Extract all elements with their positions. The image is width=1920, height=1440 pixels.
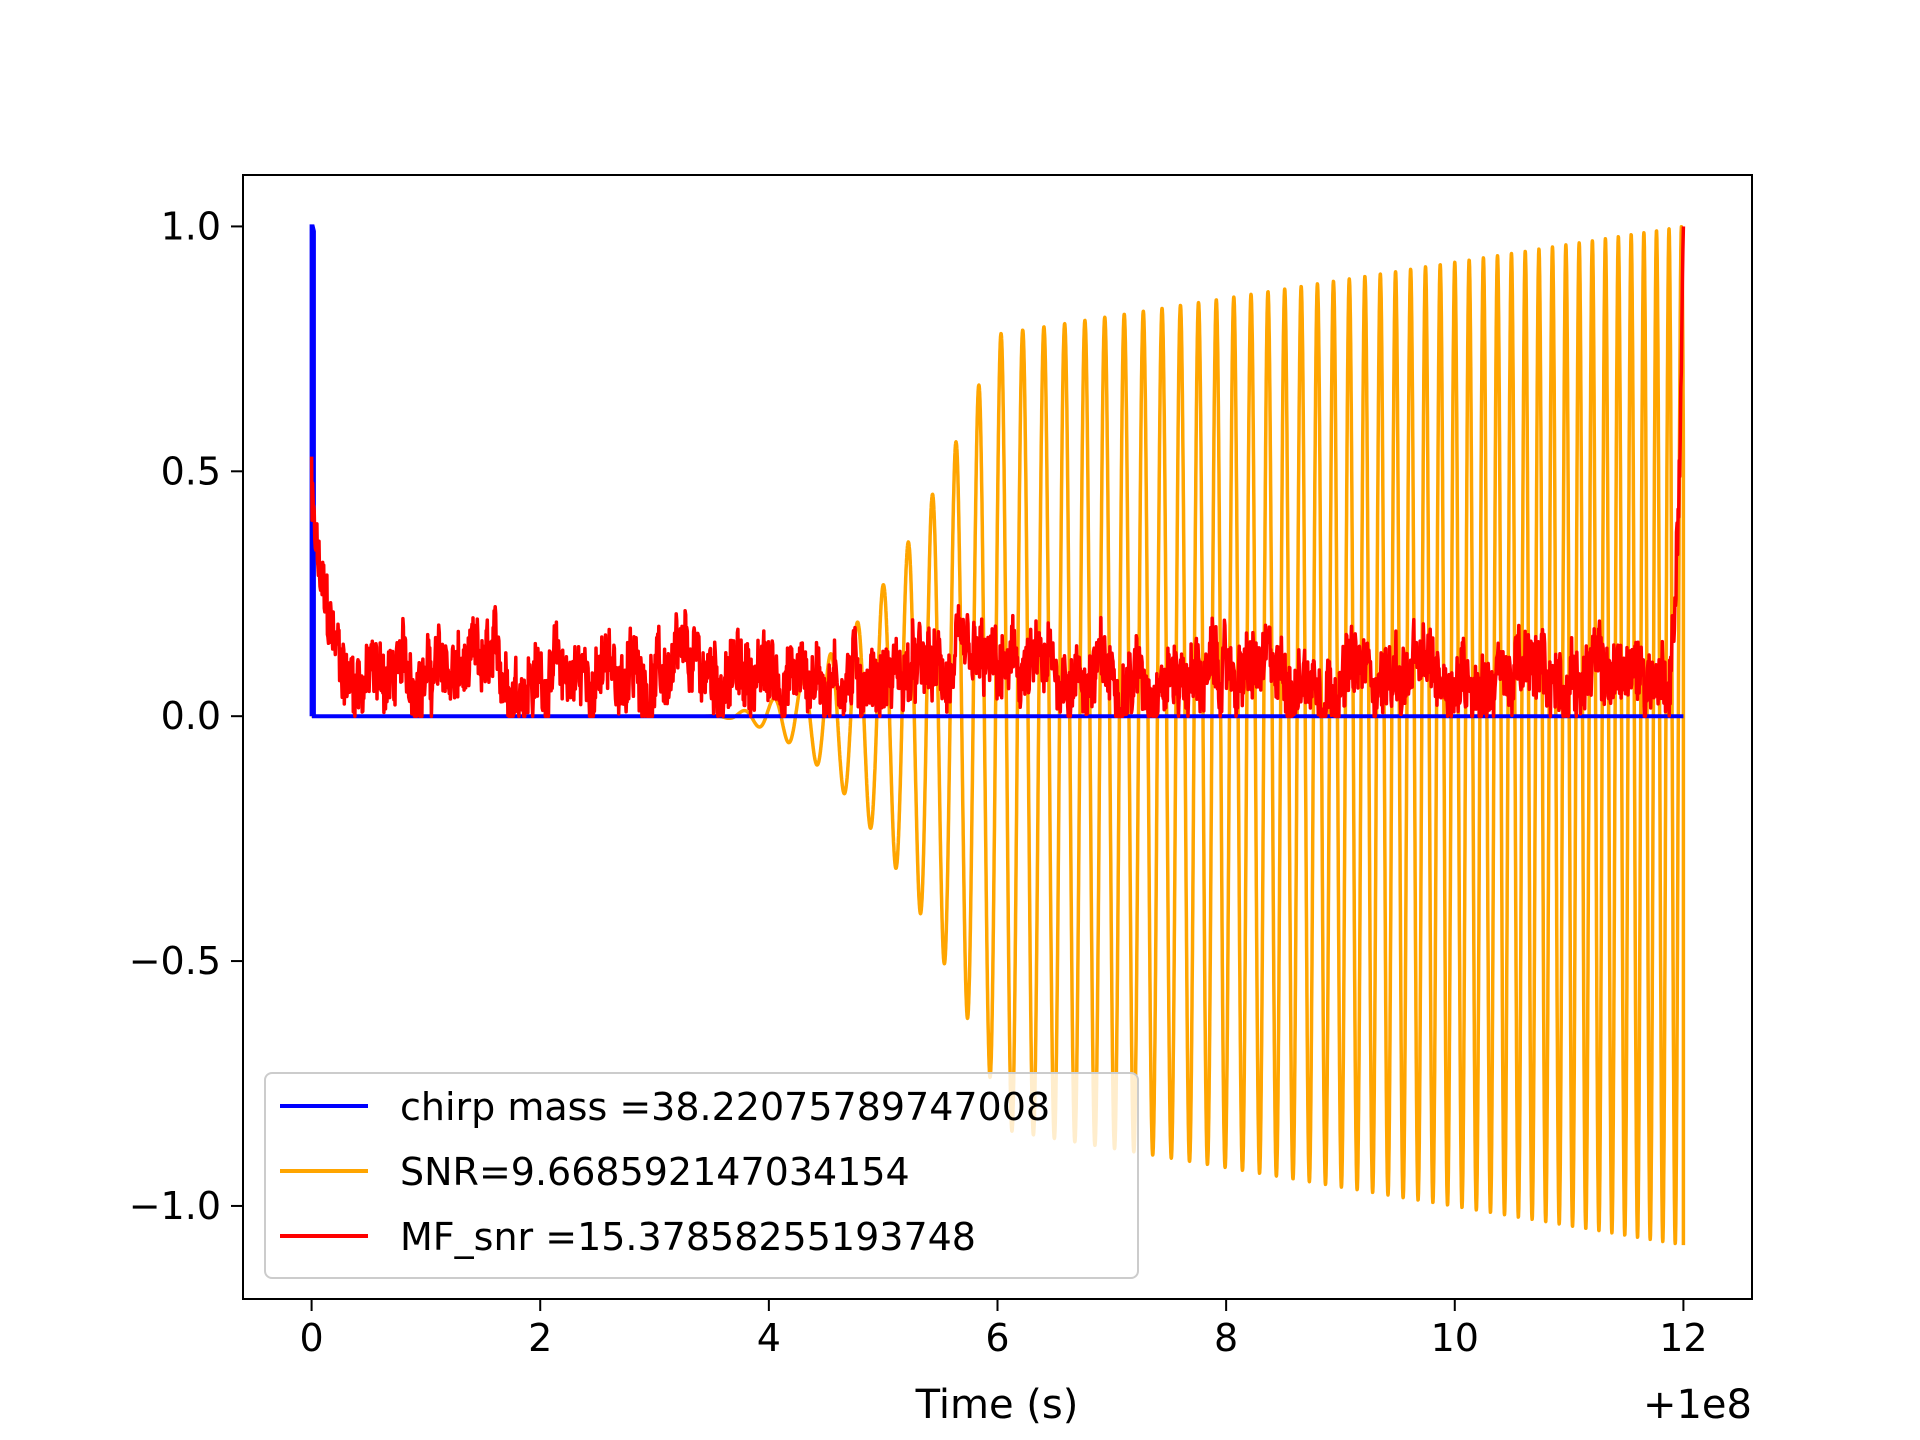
y-tick-label: 0.0 — [161, 694, 221, 738]
legend-box — [264, 1072, 1139, 1279]
x-tick-label: 2 — [528, 1316, 552, 1360]
y-axis: 1.0 0.5 0.0 −0.5 −1.0 — [129, 204, 243, 1228]
x-tick-label: 10 — [1431, 1316, 1479, 1360]
legend-label-mf-snr: MF_snr =15.37858255193748 — [400, 1215, 976, 1259]
y-tick-label: 1.0 — [161, 204, 221, 248]
x-tick-label: 4 — [757, 1316, 781, 1360]
y-tick-label: −0.5 — [129, 939, 221, 983]
plot-area — [309, 224, 1686, 1246]
x-axis: 0 2 4 6 8 10 12 — [299, 1299, 1708, 1360]
legend-label-chirp-mass: chirp mass =38.22075789747008 — [400, 1085, 1050, 1129]
series-line-mf-snr — [309, 226, 1686, 718]
plot-frame — [242, 174, 1753, 1300]
legend-label-snr: SNR=9.668592147034154 — [400, 1150, 910, 1194]
x-tick-label: 0 — [299, 1316, 323, 1360]
series-line-chirp-mass — [309, 224, 1684, 719]
x-axis-label: Time (s) — [915, 1382, 1079, 1428]
legend: chirp mass =38.22075789747008 SNR=9.6685… — [264, 1072, 1139, 1279]
y-tick-label: −1.0 — [129, 1184, 221, 1228]
x-offset-label: +1e8 — [1643, 1382, 1752, 1428]
x-tick-label: 8 — [1214, 1316, 1238, 1360]
x-tick-label: 6 — [985, 1316, 1009, 1360]
y-tick-label: 0.5 — [161, 449, 221, 493]
x-tick-label: 12 — [1659, 1316, 1707, 1360]
